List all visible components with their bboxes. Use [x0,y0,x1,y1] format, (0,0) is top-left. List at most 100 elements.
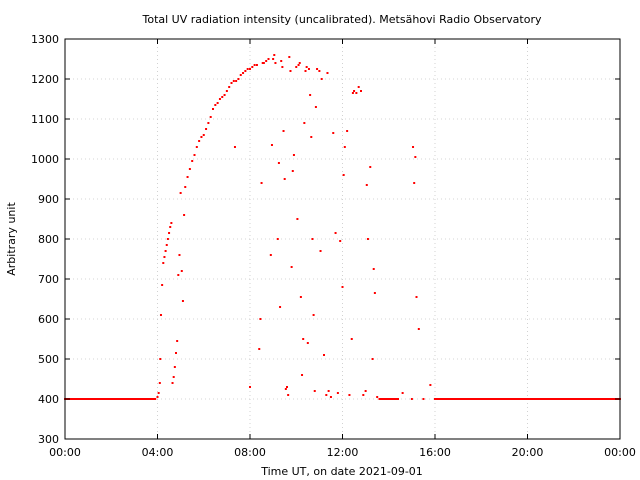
data-point [415,296,418,298]
data-point [590,398,593,400]
data-point [383,398,385,400]
data-point [448,398,451,400]
data-point [147,398,150,400]
data-point [389,398,392,400]
data-point [613,398,616,400]
data-point [607,398,610,400]
data-point [413,182,416,184]
data-point [577,398,580,400]
data-point [480,398,483,400]
data-point [593,398,596,400]
data-point [578,398,581,400]
data-point [164,250,167,252]
data-point [146,398,149,400]
data-point [572,398,575,400]
data-point [365,184,368,186]
data-point [542,398,545,400]
data-point [319,250,322,252]
data-point [597,398,600,400]
data-point [159,358,162,360]
y-tick-label: 400 [38,393,59,406]
data-point [595,398,598,400]
data-point [71,398,74,400]
data-point [169,226,172,228]
data-point [585,398,588,400]
y-tick-labels: 300 400 500 600 700 800 900 1000 1100 1200 1300 [31,33,59,446]
data-point [283,178,286,180]
data-point [341,286,344,288]
data-point [460,398,463,400]
data-point [568,398,571,400]
data-point [272,58,275,60]
data-point [232,80,235,82]
data-point [600,398,603,400]
data-point [334,232,337,234]
x-tick-label: 16:00 [419,446,451,459]
data-point [152,398,155,400]
data-point [580,398,583,400]
data-point [554,398,557,400]
data-point [557,398,560,400]
data-point [144,398,147,400]
data-point [303,122,306,124]
data-point [289,70,292,72]
data-point [221,96,224,98]
data-point [384,398,387,400]
data-point [309,94,312,96]
data-point [305,66,308,68]
data-point [251,66,254,68]
data-point [581,398,584,400]
data-point [479,398,482,400]
data-point [246,68,249,70]
data-point [191,160,194,162]
data-point [584,398,587,400]
data-point [611,398,614,400]
data-point [93,398,96,400]
data-point [180,270,183,272]
data-point [83,398,86,400]
data-point [120,398,123,400]
data-point [525,398,528,400]
data-point [311,238,314,240]
data-point [380,398,382,400]
data-point [574,398,577,400]
data-point [127,398,130,400]
data-point [168,232,171,234]
data-point [441,398,444,400]
data-point [137,398,140,400]
data-point [316,68,319,70]
data-point [77,398,80,400]
data-point [313,390,316,392]
data-point [514,398,517,400]
data-point [445,398,448,400]
data-point [209,116,212,118]
data-point [87,398,90,400]
data-point [255,64,258,66]
data-point [306,342,309,344]
data-point [314,106,317,108]
data-point [474,398,477,400]
data-point [184,186,187,188]
data-point [366,238,369,240]
y-tick-label: 900 [38,193,59,206]
y-tick-label: 1100 [31,113,59,126]
data-point [522,398,525,400]
data-point [320,78,323,80]
data-point [111,398,114,400]
data-point [591,398,594,400]
data-point [295,66,298,68]
data-point [606,398,609,400]
data-point [74,398,77,400]
data-point [133,398,136,400]
data-point [223,94,226,96]
data-point [537,398,539,400]
x-tick-label: 12:00 [327,446,359,459]
data-point [603,398,606,400]
data-point [214,104,217,106]
data-point [387,398,390,400]
data-point [230,82,233,84]
data-point [437,398,439,400]
data-point [484,398,487,400]
data-point [235,80,238,82]
data-point [401,392,404,394]
